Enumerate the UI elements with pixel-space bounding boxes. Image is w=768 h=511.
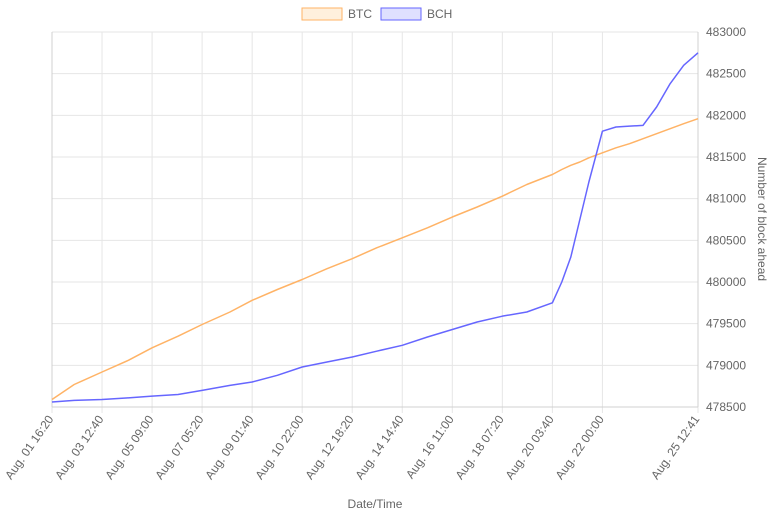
x-tick-label: Aug. 07 05:20 [152,412,207,482]
legend-label-bch: BCH [427,7,452,21]
x-tick-label: Aug. 03 12:40 [52,412,107,482]
y-tick-label: 482500 [706,67,746,81]
y-tick-label: 480500 [706,233,746,247]
x-tick-label: Aug. 05 09:00 [102,412,157,482]
y-tick-label: 481000 [706,192,746,206]
y-tick-label: 482000 [706,108,746,122]
x-tick-label: Aug. 01 16:20 [2,412,57,482]
series-line-bch [51,52,699,403]
legend-label-btc: BTC [348,7,372,21]
y-tick-label: 481500 [706,150,746,164]
legend-swatch-btc [301,7,343,21]
grid-lines [51,31,699,413]
legend-swatch-bch [380,7,422,21]
y-tick-label: 479500 [706,317,746,331]
x-tick-label: Aug. 20 03:40 [503,412,558,482]
x-tick-label: Aug. 22 00:00 [553,412,608,482]
x-axis-title: Date/Time [348,497,403,511]
series-line-btc [51,117,699,401]
x-tick-label: Aug. 16 11:00 [403,412,457,481]
x-tick-label: Aug. 12 18:20 [302,412,357,482]
y-tick-label: 479000 [706,358,746,372]
series-lines [51,52,699,403]
legend: BTC BCH [301,7,452,21]
y-tick-label: 480000 [706,275,746,289]
y-tick-label: 483000 [706,25,746,39]
x-tick-label: Aug. 18 07:20 [452,412,507,482]
x-tick-label: Aug. 09 01:40 [202,412,257,482]
y-tick-label: 478500 [706,400,746,414]
y-axis-ticks: 478500 479000 479500 480000 480500 481000 4815… [706,25,746,414]
x-tick-label: Aug. 10 22:00 [252,412,307,482]
x-tick-label: Aug. 25 12:41 [648,412,703,482]
x-tick-label: Aug. 14 14:40 [352,412,407,482]
y-axis-title: Number of block ahead [755,157,768,281]
